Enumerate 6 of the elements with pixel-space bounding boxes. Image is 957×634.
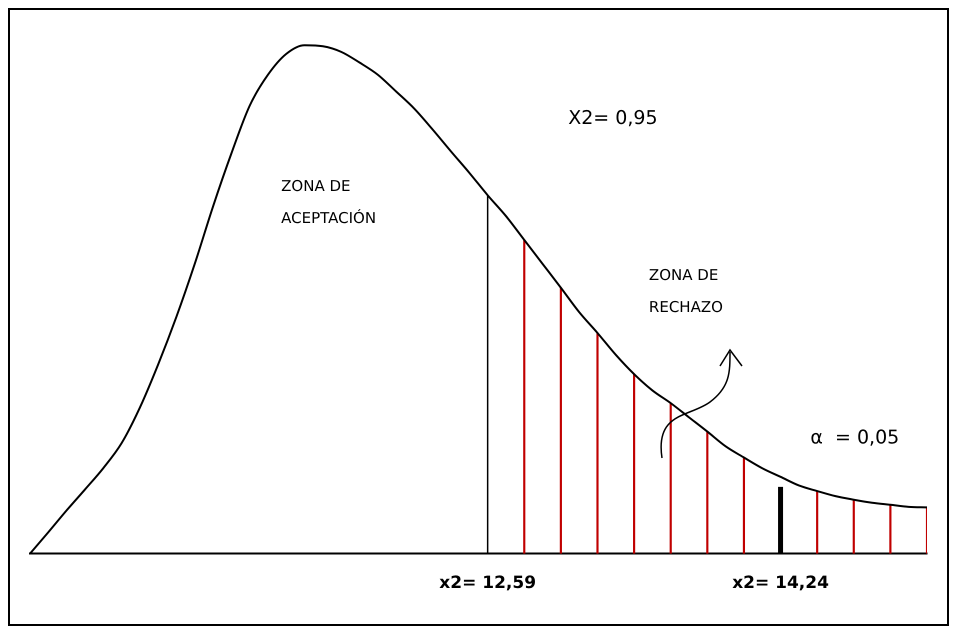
annotation: α = 0,05 — [810, 426, 900, 448]
x-tick-label: x2= 12,59 — [439, 573, 536, 594]
annotation: X2= 0,95 — [568, 106, 658, 129]
x-tick-label: x2= 14,24 — [732, 573, 830, 594]
annotation: ZONA DE RECHAZO — [648, 266, 723, 316]
annotation: ZONA DE ACEPTACIÓN — [281, 176, 376, 227]
